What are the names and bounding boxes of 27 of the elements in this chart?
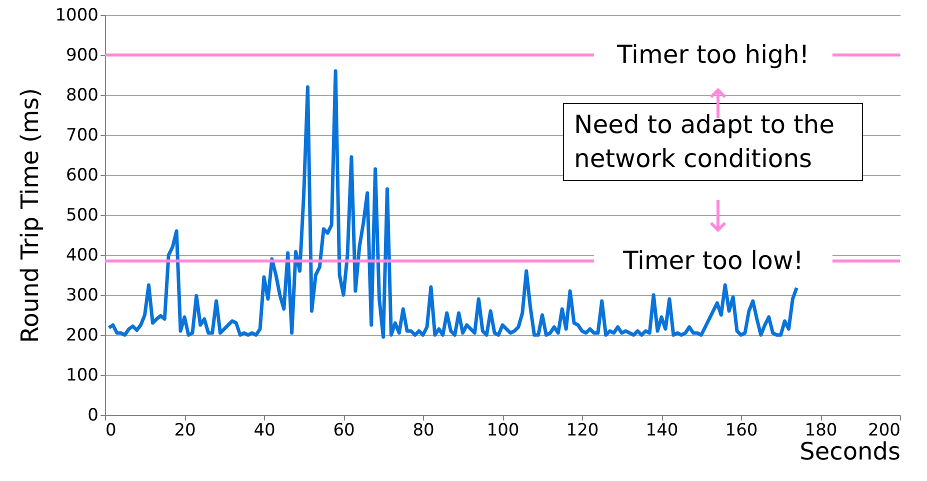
y-tick-label: 0: [88, 406, 98, 426]
x-tick-label: 160: [725, 420, 758, 440]
y-axis-title: Round Trip Time (ms): [16, 88, 44, 344]
x-axis-title: Seconds: [800, 438, 900, 466]
y-tick-label: 200: [66, 326, 98, 346]
y-tick-label: 500: [66, 206, 98, 226]
x-tick-label: 60: [333, 420, 355, 440]
x-tick-label: 200: [868, 420, 900, 440]
y-tick-label: 1000: [55, 6, 98, 26]
x-tick-label: 100: [486, 420, 520, 440]
annotation: Need to adapt to the network conditions: [563, 103, 863, 181]
y-tick-label: 700: [66, 126, 98, 146]
ref-line-label: Timer too low!: [622, 246, 804, 275]
x-tick-label: 180: [804, 420, 838, 440]
y-tick-label: 900: [66, 46, 98, 66]
x-tick-label: 80: [412, 420, 434, 440]
x-tick-label: 0: [106, 420, 116, 440]
x-tick-label: 140: [646, 420, 678, 440]
x-tick-label: 40: [254, 420, 276, 440]
x-tick-label: 20: [174, 420, 196, 440]
y-tick-label: 300: [66, 286, 98, 306]
y-tick-label: 600: [66, 166, 98, 186]
y-tick-label: 400: [66, 246, 98, 266]
ref-line-label: Timer too high!: [616, 40, 810, 69]
y-tick-label: 800: [66, 86, 98, 106]
x-tick-label: 120: [566, 420, 599, 440]
y-tick-label: 100: [66, 366, 98, 386]
